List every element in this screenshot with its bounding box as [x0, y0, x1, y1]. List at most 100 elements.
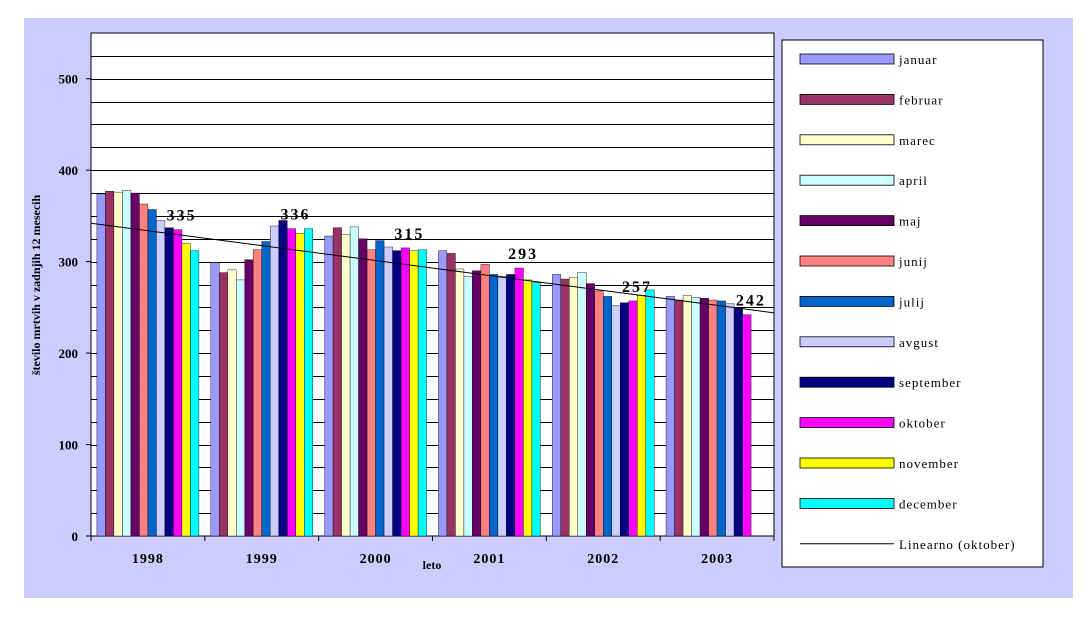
y-tick-label: 500 — [59, 72, 79, 87]
bar-avgust-1998[interactable] — [156, 220, 166, 537]
bar-november-2001[interactable] — [523, 279, 533, 537]
bar-junij-2001[interactable] — [480, 264, 490, 537]
y-tick-label: 400 — [59, 163, 79, 178]
legend-swatch-julij — [799, 295, 895, 307]
legend-swatch-oktober — [799, 417, 895, 429]
bar-januar-1999[interactable] — [210, 262, 220, 537]
x-tick-label: 1999 — [246, 552, 278, 567]
bar-maj-1998[interactable] — [130, 192, 140, 537]
bar-september-1999[interactable] — [278, 220, 288, 537]
annotation-label: 242 — [736, 293, 766, 310]
bars — [96, 190, 752, 537]
bar-september-2000[interactable] — [392, 250, 402, 537]
bar-februar-2001[interactable] — [446, 253, 456, 537]
bar-oktober-2003[interactable] — [742, 314, 752, 537]
bar-julij-2002[interactable] — [603, 296, 612, 537]
bar-april-2002[interactable] — [577, 272, 587, 537]
bar-oktober-1999[interactable] — [287, 228, 296, 537]
bar-september-2001[interactable] — [506, 274, 516, 537]
bar-julij-1999[interactable] — [261, 241, 271, 537]
bar-junij-2003[interactable] — [708, 299, 718, 537]
legend-swatch-januar — [799, 53, 895, 65]
bar-januar-2001[interactable] — [438, 250, 448, 537]
y-tick-label: 100 — [59, 438, 79, 453]
bar-marec-1999[interactable] — [227, 269, 237, 537]
legend-label-september: september — [899, 375, 961, 390]
x-tick-label: 1998 — [132, 552, 164, 567]
bar-november-1999[interactable] — [295, 233, 305, 537]
bar-december-2000[interactable] — [417, 249, 427, 537]
bar-februar-1999[interactable] — [219, 272, 228, 537]
legend-label-junij: junij — [898, 254, 928, 269]
bar-februar-2002[interactable] — [560, 278, 570, 537]
bar-februar-2003[interactable] — [674, 299, 684, 537]
bar-marec-2001[interactable] — [455, 268, 465, 537]
bar-avgust-2000[interactable] — [383, 246, 393, 537]
trendline — [90, 222, 775, 314]
bar-maj-2000[interactable] — [358, 238, 368, 537]
bar-marec-1998[interactable] — [113, 191, 123, 537]
bar-julij-2003[interactable] — [716, 300, 726, 537]
bar-oktober-2002[interactable] — [628, 300, 638, 537]
bar-januar-1998[interactable] — [96, 193, 106, 537]
bar-april-2000[interactable] — [349, 226, 359, 537]
bar-julij-2000[interactable] — [375, 240, 385, 537]
bar-november-2002[interactable] — [637, 295, 646, 537]
y-tick-label: 200 — [59, 346, 79, 361]
bar-oktober-2000[interactable] — [400, 247, 410, 537]
bar-marec-2000[interactable] — [341, 233, 351, 537]
bar-julij-1998[interactable] — [147, 209, 157, 537]
plot-area — [90, 32, 775, 537]
bar-april-2001[interactable] — [463, 276, 473, 537]
bar-november-1998[interactable] — [181, 243, 191, 537]
bar-januar-2003[interactable] — [665, 296, 675, 537]
bar-december-1998[interactable] — [190, 250, 200, 537]
bar-april-2003[interactable] — [691, 297, 701, 537]
legend-label-november: november — [899, 456, 959, 471]
bar-maj-1999[interactable] — [244, 259, 254, 537]
gridlines — [91, 56, 774, 514]
bar-februar-1998[interactable] — [105, 191, 115, 537]
bar-julij-2001[interactable] — [489, 274, 499, 537]
bar-december-2002[interactable] — [645, 289, 655, 537]
legend-swatch-november — [799, 457, 895, 469]
bar-avgust-1999[interactable] — [270, 225, 279, 537]
bar-avgust-2003[interactable] — [725, 303, 735, 537]
bar-oktober-1998[interactable] — [173, 229, 183, 537]
bar-december-1999[interactable] — [304, 228, 313, 537]
bar-januar-2002[interactable] — [552, 274, 561, 537]
bar-junij-2000[interactable] — [366, 249, 376, 537]
bar-junij-2002[interactable] — [594, 290, 604, 537]
x-tick-label: 2001 — [473, 552, 505, 567]
bar-oktober-2001[interactable] — [514, 267, 524, 537]
bar-november-2000[interactable] — [409, 250, 419, 537]
annotation-label: 336 — [281, 207, 311, 224]
bar-junij-1998[interactable] — [139, 203, 149, 537]
x-tick-label: 2000 — [360, 552, 392, 567]
bar-junij-1999[interactable] — [253, 249, 262, 537]
bar-maj-2003[interactable] — [699, 298, 709, 537]
bar-september-1998[interactable] — [164, 227, 174, 537]
bar-februar-2000[interactable] — [332, 227, 342, 537]
bar-maj-2001[interactable] — [472, 270, 482, 537]
bar-september-2002[interactable] — [620, 302, 629, 537]
bar-september-2003[interactable] — [733, 307, 743, 537]
legend-label-marec: marec — [899, 133, 936, 148]
bar-januar-2000[interactable] — [324, 235, 334, 537]
bar-maj-2002[interactable] — [586, 283, 595, 537]
bar-april-1998[interactable] — [122, 190, 132, 537]
bar-april-1999[interactable] — [236, 279, 245, 537]
trendline-layer — [90, 222, 775, 314]
bar-december-2001[interactable] — [531, 282, 541, 537]
bar-marec-2002[interactable] — [569, 276, 578, 537]
bar-avgust-2002[interactable] — [611, 305, 621, 537]
bar-avgust-2001[interactable] — [497, 276, 507, 537]
annotation-label: 335 — [167, 208, 197, 225]
bar-marec-2003[interactable] — [682, 295, 692, 537]
legend-label-trendline: Linearno (oktober) — [899, 537, 1016, 552]
legend-swatch-avgust — [799, 336, 895, 348]
legend-label-december: december — [899, 496, 958, 511]
annotations: 335 336 315 293 257 242 — [167, 207, 766, 310]
